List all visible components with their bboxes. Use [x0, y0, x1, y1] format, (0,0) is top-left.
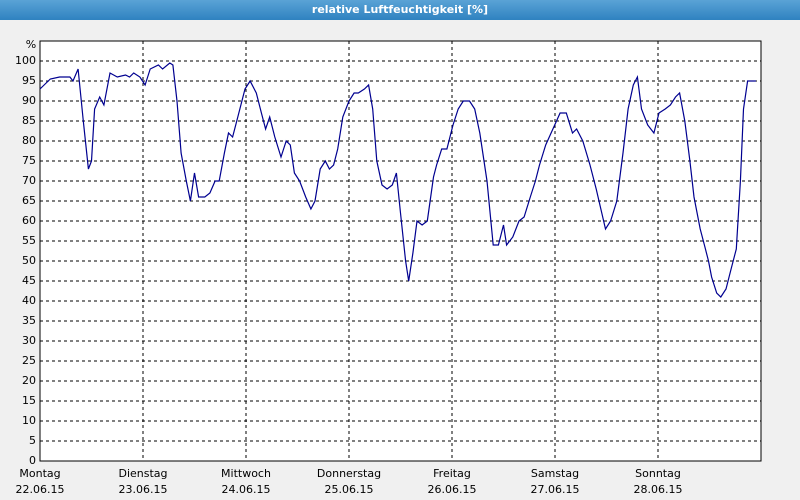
y-tick-label: 35 — [22, 314, 36, 327]
y-tick-label: 80 — [22, 134, 36, 147]
y-tick-label: 65 — [22, 194, 36, 207]
x-tick-date: 22.06.15 — [16, 483, 65, 496]
y-tick-label: 15 — [22, 394, 36, 407]
y-tick-label: 100 — [15, 54, 36, 67]
y-tick-label: 40 — [22, 294, 36, 307]
x-tick-label: Samstag — [531, 467, 579, 480]
x-tick-date: 26.06.15 — [428, 483, 477, 496]
x-tick-date: 25.06.15 — [325, 483, 374, 496]
x-tick-label: Sonntag — [635, 467, 681, 480]
x-tick-date: 24.06.15 — [222, 483, 271, 496]
plot-area — [39, 40, 762, 462]
x-tick-date: 28.06.15 — [634, 483, 683, 496]
x-tick-label: Dienstag — [118, 467, 167, 480]
y-tick-label: 5 — [29, 434, 36, 447]
y-unit: % — [26, 38, 36, 51]
y-tick-label: 95 — [22, 74, 36, 87]
chart-title: relative Luftfeuchtigkeit [%] — [312, 3, 488, 16]
y-tick-label: 75 — [22, 154, 36, 167]
y-tick-label: 55 — [22, 234, 36, 247]
y-tick-label: 10 — [22, 414, 36, 427]
x-tick-label: Freitag — [433, 467, 471, 480]
y-tick-label: 60 — [22, 214, 36, 227]
x-tick-date: 27.06.15 — [531, 483, 580, 496]
y-tick-label: 20 — [22, 374, 36, 387]
y-tick-label: 70 — [22, 174, 36, 187]
y-tick-label: 30 — [22, 334, 36, 347]
y-tick-label: 25 — [22, 354, 36, 367]
data-line — [39, 62, 756, 298]
y-tick-label: 50 — [22, 254, 36, 267]
y-tick-label: 85 — [22, 114, 36, 127]
title-bar — [0, 0, 800, 20]
y-tick-label: 45 — [22, 274, 36, 287]
y-tick-label: 0 — [29, 454, 36, 467]
x-tick-label: Mittwoch — [221, 467, 271, 480]
plot-border — [39, 40, 762, 462]
y-tick-label: 90 — [22, 94, 36, 107]
x-tick-label: Donnerstag — [317, 467, 381, 480]
x-tick-date: 23.06.15 — [119, 483, 168, 496]
x-tick-label: Montag — [19, 467, 60, 480]
